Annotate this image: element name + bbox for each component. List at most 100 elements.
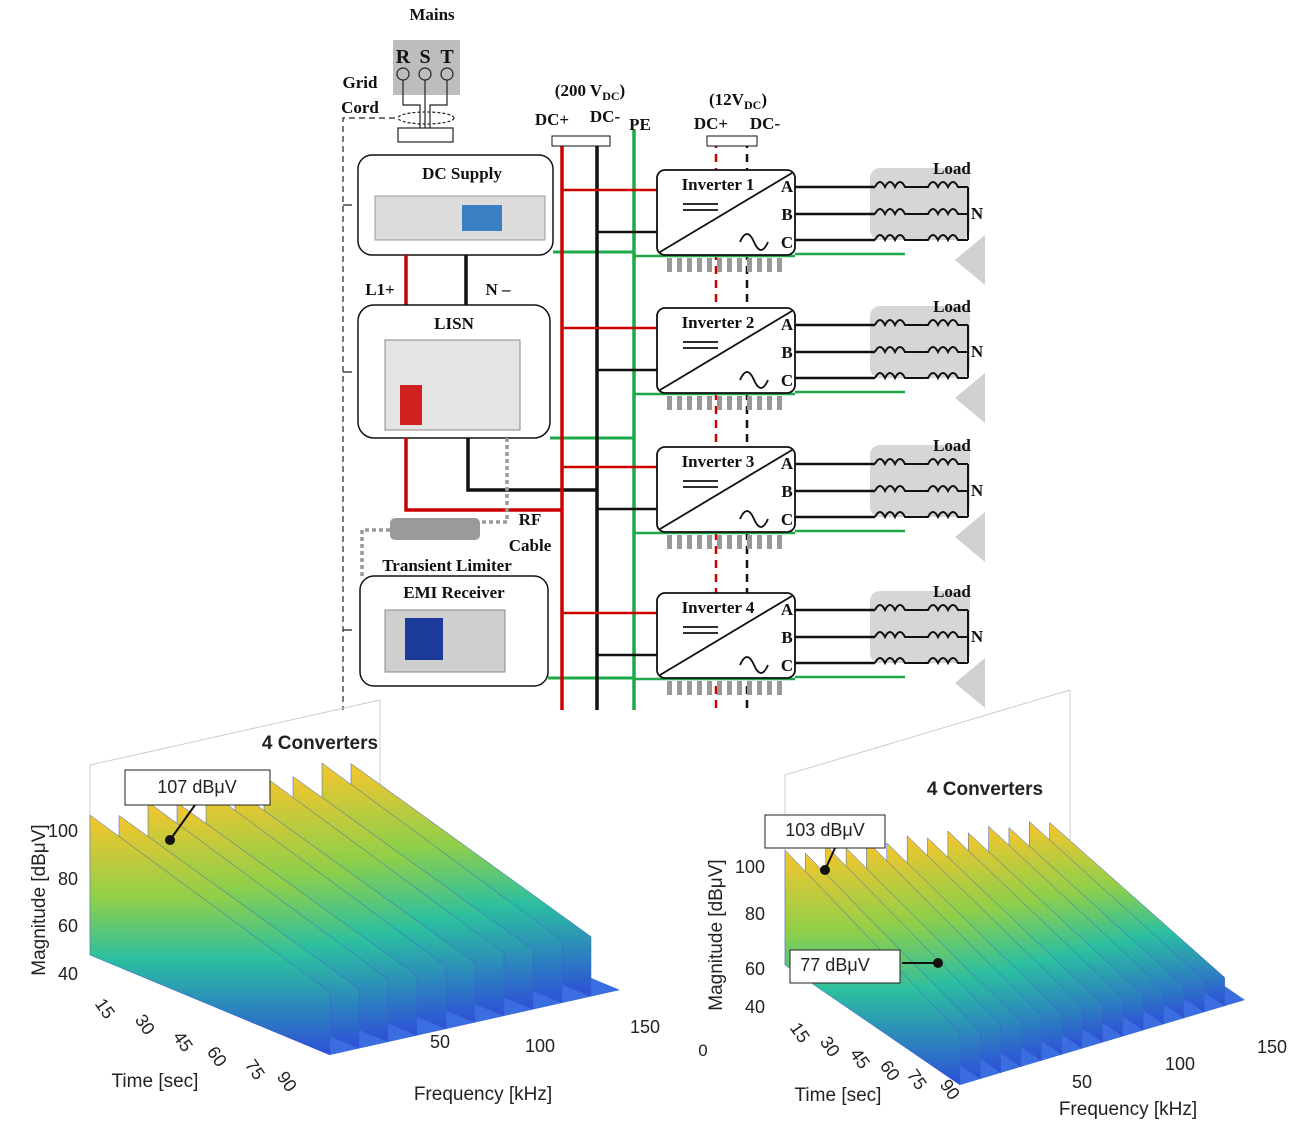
motor-foot — [955, 373, 985, 423]
dc-supply-label: DC Supply — [422, 164, 502, 183]
heatsink-fin — [777, 396, 782, 410]
heatsink-fin — [697, 535, 702, 549]
transient-limiter-label: Transient Limiter — [382, 556, 512, 575]
heatsink-fin — [757, 258, 762, 272]
load-label: Load — [933, 159, 971, 178]
time-tick-label: 45 — [169, 1028, 197, 1056]
aux-voltage-close: ) — [761, 90, 767, 109]
bus-voltage-sub: DC — [602, 89, 619, 103]
phase-label: A — [781, 177, 794, 196]
heatsink-fin — [727, 396, 732, 410]
y-tick-label: 40 — [745, 997, 765, 1017]
time-tick-label: 30 — [131, 1011, 159, 1039]
freq-tick-label: 100 — [525, 1036, 555, 1056]
heatsink-fin — [757, 396, 762, 410]
plot-title: 4 Converters — [927, 779, 1043, 800]
freq-axis-label: Frequency [kHz] — [414, 1084, 552, 1105]
l1-label: L1+ — [365, 280, 395, 299]
load-label: Load — [933, 436, 971, 455]
time-tick-label: 30 — [816, 1033, 844, 1061]
time-axis-label: Time [sec] — [795, 1085, 882, 1106]
lisn-socket — [400, 385, 422, 425]
phase: T — [440, 46, 454, 68]
heatsink-fin — [707, 681, 712, 695]
heatsink-fin — [687, 258, 692, 272]
heatsink-fin — [767, 258, 772, 272]
phase: R — [396, 46, 411, 68]
emi-screen — [405, 618, 443, 660]
heatsink-fin — [747, 258, 752, 272]
motor — [870, 306, 970, 378]
heatsink-fin — [707, 535, 712, 549]
heatsink-fin — [677, 535, 682, 549]
motor-foot — [955, 512, 985, 562]
heatsink-fin — [747, 535, 752, 549]
inverter-label: Inverter 4 — [682, 598, 755, 617]
heatsink-fin — [687, 535, 692, 549]
heatsink-fin — [737, 535, 742, 549]
neutral-label: N — [971, 342, 984, 361]
arrow-head — [165, 835, 175, 845]
bus-voltage: (200 VDC) — [555, 81, 625, 103]
time-tick-label: 15 — [786, 1019, 814, 1047]
heatsink-fin — [737, 396, 742, 410]
aux-voltage-text: (12V — [709, 90, 745, 109]
device-screen — [462, 205, 502, 231]
dc-supply-device — [375, 196, 545, 240]
phase-label: B — [781, 482, 792, 501]
heatsink-fin — [717, 535, 722, 549]
corner-tick: 0 — [698, 1041, 707, 1060]
motor — [870, 168, 970, 240]
heatsink-fin — [667, 396, 672, 410]
phase-label: B — [781, 205, 792, 224]
plot-title: 4 Converters — [262, 733, 378, 754]
mains-label: Mains — [409, 5, 455, 24]
inverter-label: Inverter 1 — [682, 175, 755, 194]
heatsink-fin — [697, 396, 702, 410]
phase-label: A — [781, 315, 794, 334]
figure: Mains R S T Grid Cord DC Supply L1+ N – … — [0, 0, 1295, 1123]
plots: 4 Converters 107 dBμV Magnitude [dBμV] 40 60… — [29, 690, 1287, 1120]
bus-voltage-close: ) — [620, 81, 626, 100]
y-tick-label: 100 — [735, 857, 765, 877]
heatsink-fin — [767, 681, 772, 695]
freq-tick-label: 150 — [630, 1017, 660, 1037]
aux-voltage: (12VDC) — [709, 90, 767, 112]
heatsink-fin — [697, 258, 702, 272]
y-axis-label: Magnitude [dBμV] — [29, 824, 50, 975]
rf-cable-label: RF — [519, 510, 542, 529]
heatsink-fin — [757, 681, 762, 695]
time-tick-label: 60 — [876, 1057, 904, 1085]
heatsink-fin — [737, 681, 742, 695]
freq-axis-label: Frequency [kHz] — [1059, 1099, 1197, 1120]
annotation: 107 dBμV — [157, 777, 236, 797]
aux-plus-label: DC+ — [694, 114, 728, 133]
schematic: Mains R S T Grid Cord DC Supply L1+ N – … — [341, 5, 985, 710]
grid-cord: Grid — [343, 73, 378, 92]
freq-tick-label: 50 — [1072, 1072, 1092, 1092]
inverter-label: Inverter 3 — [682, 452, 755, 471]
phase: S — [419, 46, 430, 68]
motor — [870, 591, 970, 663]
phase-label: A — [781, 600, 794, 619]
heatsink-fin — [687, 396, 692, 410]
heatsink-fin — [707, 396, 712, 410]
annotation: 103 dBμV — [785, 820, 864, 840]
heatsink-fin — [667, 681, 672, 695]
heatsink-fin — [707, 258, 712, 272]
time-tick-label: 45 — [846, 1045, 874, 1073]
bus-plus-label: DC+ — [535, 110, 569, 129]
time-tick-label: 60 — [203, 1043, 231, 1071]
n-label: N – — [485, 280, 511, 299]
arrow-head — [820, 865, 830, 875]
neutral-label: N — [971, 204, 984, 223]
time-tick-label: 90 — [273, 1068, 301, 1096]
emi-device — [385, 610, 505, 672]
bus-voltage-text: (200 V — [555, 81, 603, 100]
grid-cord: Cord — [341, 98, 379, 117]
phase-label: C — [781, 656, 793, 675]
transient-limiter-device — [390, 518, 480, 540]
y-tick-label: 80 — [58, 869, 78, 889]
heatsink-fin — [777, 258, 782, 272]
neutral-label: N — [971, 627, 984, 646]
